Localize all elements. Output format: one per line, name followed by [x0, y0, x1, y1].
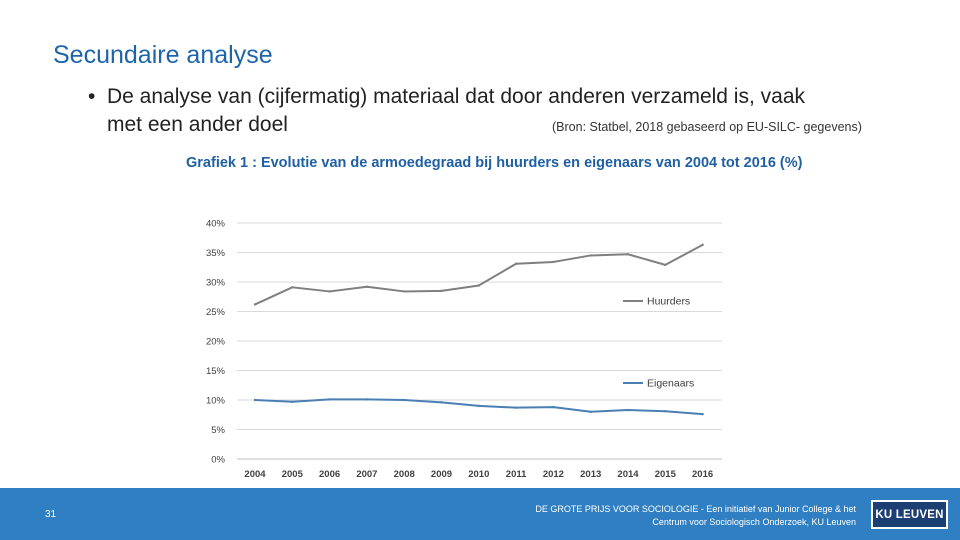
y-tick-label: 35% — [206, 248, 226, 259]
y-axis-ticks: 0% 5% 10% 15% 20% 25% 30% 35% 40% — [206, 219, 226, 466]
data-point-eigenaars — [514, 406, 518, 409]
data-point-huurders — [477, 284, 480, 287]
footer-credit: DE GROTE PRIJS VOOR SOCIOLOGIE - Een ini… — [535, 503, 856, 528]
data-point-eigenaars — [589, 410, 592, 413]
footer-credit-line1: DE GROTE PRIJS VOOR SOCIOLOGIE - Een ini… — [535, 504, 856, 514]
bullet-text-line1: De analyse van (cijfermatig) materiaal d… — [107, 85, 805, 108]
y-tick-label: 20% — [206, 337, 226, 348]
data-point-huurders — [589, 254, 592, 257]
y-tick-label: 25% — [206, 307, 226, 318]
chart-title: Grafiek 1 : Evolutie van de armoedegraad… — [186, 155, 803, 171]
data-point-huurders — [403, 290, 406, 293]
footer-bar — [0, 488, 960, 540]
data-point-eigenaars — [701, 412, 704, 416]
x-tick-label: 2012 — [543, 469, 564, 480]
legend: Huurders Eigenaars — [623, 296, 694, 390]
y-tick-label: 30% — [206, 278, 226, 289]
source-citation: (Bron: Statbel, 2018 gebaseerd op EU-SIL… — [552, 120, 862, 134]
x-tick-label: 2009 — [431, 469, 452, 480]
data-point-huurders — [514, 262, 518, 265]
x-tick-label: 2004 — [244, 469, 266, 480]
x-tick-label: 2007 — [356, 469, 377, 480]
data-point-eigenaars — [253, 398, 257, 402]
x-tick-label: 2011 — [506, 469, 527, 480]
y-tick-label: 0% — [211, 455, 225, 466]
data-point-eigenaars — [328, 398, 331, 401]
x-tick-label: 2005 — [282, 469, 304, 480]
data-point-huurders — [701, 243, 704, 247]
data-point-huurders — [328, 290, 331, 293]
legend-label-huurders: Huurders — [647, 296, 690, 308]
data-point-eigenaars — [403, 398, 406, 402]
data-point-huurders — [626, 253, 630, 256]
x-tick-label: 2013 — [580, 469, 601, 480]
page-number: 31 — [45, 509, 57, 520]
data-point-eigenaars — [291, 400, 294, 403]
data-point-eigenaars — [477, 404, 480, 408]
y-tick-label: 40% — [206, 219, 226, 230]
data-point-huurders — [552, 260, 555, 264]
x-tick-label: 2015 — [655, 469, 677, 480]
logo-text: KU LEUVEN — [875, 508, 944, 521]
data-point-eigenaars — [664, 410, 667, 413]
x-tick-label: 2008 — [394, 469, 415, 480]
footer-credit-line2: Centrum voor Sociologisch Onderzoek, KU … — [652, 516, 856, 527]
line-chart: 0%5%10%15%20%25%30%35%40% 2004 2005 2006 20… — [206, 219, 722, 480]
y-tick-label: 5% — [211, 425, 225, 436]
x-tick-label: 2010 — [468, 469, 489, 480]
data-point-huurders — [365, 285, 369, 288]
bullet-marker: • — [88, 85, 96, 108]
y-tick-label: 10% — [206, 396, 226, 407]
data-point-huurders — [664, 263, 667, 267]
data-point-eigenaars — [365, 398, 369, 401]
slide-title: Secundaire analyse — [53, 41, 273, 69]
bullet-text-line2: met een ander doel — [107, 113, 288, 136]
x-tick-label: 2016 — [692, 469, 713, 480]
x-tick-label: 2006 — [319, 469, 340, 480]
series-lines — [253, 243, 704, 416]
ku-leuven-logo: KU LEUVEN — [871, 500, 948, 529]
data-point-eigenaars — [440, 401, 443, 404]
data-point-huurders — [291, 286, 294, 289]
legend-label-eigenaars: Eigenaars — [647, 378, 694, 390]
series-line-huurders — [254, 243, 704, 306]
x-axis-ticks: 2004 2005 2006 2007 2008 2009 2010 2011 2012 2013… — [244, 469, 713, 480]
x-tick-label: 2014 — [617, 469, 639, 480]
data-point-eigenaars — [626, 408, 630, 412]
data-point-eigenaars — [552, 405, 555, 409]
data-point-huurders — [253, 303, 257, 306]
data-point-huurders — [440, 289, 443, 293]
gridlines — [237, 222, 722, 460]
y-tick-label: 15% — [206, 366, 226, 377]
